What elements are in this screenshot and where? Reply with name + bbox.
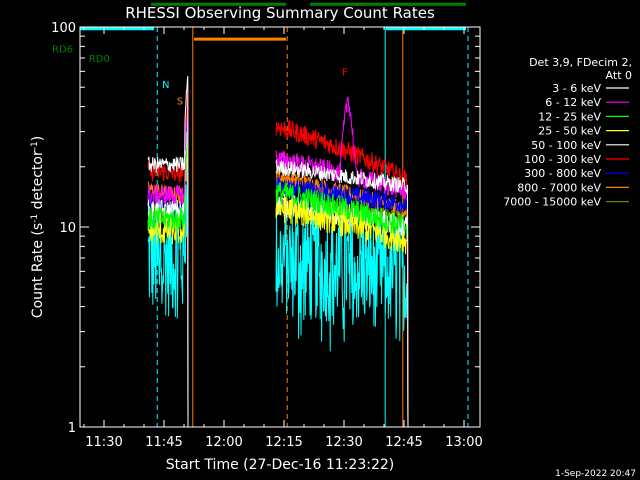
legend-entry-label: 50 - 100 keV — [531, 139, 601, 152]
x-axis: 11:30 11:45 12:00 12:15 12:30 12:45 13:00 — [83, 27, 483, 450]
legend-entry-label: 25 - 50 keV — [538, 125, 601, 138]
legend-header: Att 0 — [606, 69, 632, 82]
legend-entry-label: 7000 - 15000 keV — [503, 196, 601, 209]
x-tick-label: 12:30 — [325, 435, 362, 450]
x-axis-label: Start Time (27-Dec-16 11:23:22) — [166, 457, 394, 473]
y-axis-label: Count Rate (s-1 detector-1) — [30, 136, 46, 318]
y-tick-label: 1 — [68, 421, 76, 436]
y-tick-label: 100 — [51, 21, 76, 36]
y-tick-label: 10 — [59, 221, 76, 236]
legend-entry-label: 6 - 12 keV — [545, 96, 601, 109]
legend-entry-label: 3 - 6 keV — [552, 82, 601, 95]
y-axis: 1 10 100 — [51, 21, 480, 436]
legend-entry-label: 800 - 7000 keV — [517, 181, 601, 194]
series-line — [147, 76, 409, 428]
x-tick-label: 12:00 — [205, 435, 242, 450]
legend-entry-label: 12 - 25 keV — [538, 110, 601, 123]
plot-frame — [79, 26, 481, 428]
legend-entry-label: 100 - 300 keV — [524, 153, 601, 166]
x-tick-label: 13:00 — [445, 435, 482, 450]
x-tick-label: 12:45 — [385, 435, 422, 450]
legend-entry-label: 300 - 800 keV — [524, 167, 601, 180]
legend-header: Det 3,9, FDecim 2, — [529, 56, 632, 69]
x-tick-label: 12:15 — [265, 435, 302, 450]
flag-label: F — [342, 67, 348, 78]
flag-label: RD6 — [52, 45, 73, 56]
chart-title: RHESSI Observing Summary Count Rates — [125, 4, 435, 22]
series-line — [147, 96, 409, 428]
footer-timestamp: 1-Sep-2022 20:47 — [555, 469, 636, 479]
plot-area: NS F RD0 RD6 — [52, 2, 469, 428]
x-tick-label: 11:30 — [85, 435, 122, 450]
flag-label: RD0 — [89, 54, 110, 65]
flag-label: S — [177, 96, 183, 107]
x-tick-label: 11:45 — [145, 435, 182, 450]
series-line — [147, 120, 409, 428]
flag-label: N — [162, 80, 169, 91]
